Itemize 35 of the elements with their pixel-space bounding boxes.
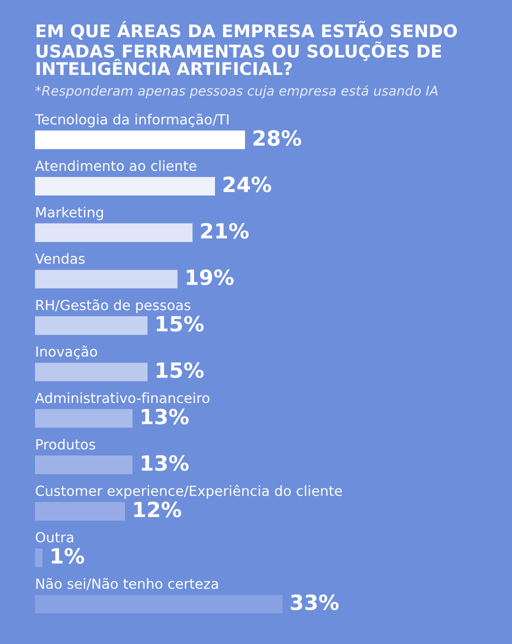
bar <box>35 270 178 288</box>
bar <box>35 409 132 428</box>
y-tick-label: Inovação <box>36 346 98 360</box>
data-label: 12% <box>134 502 182 518</box>
y-tick-label: Marketing <box>36 206 103 220</box>
y-tick-label: Produtos <box>36 438 96 450</box>
data-label: 15% <box>156 316 204 332</box>
data-label: 19% <box>186 269 234 286</box>
bar <box>35 223 192 242</box>
data-label: 21% <box>201 222 249 239</box>
y-tick-label: Outra <box>36 532 74 542</box>
chart-subtitle: *Responderam apenas pessoas cuja empresa está usando IA <box>35 85 438 98</box>
data-label: 13% <box>142 455 189 471</box>
y-tick-label: RH/Gestão de pessoas <box>36 299 190 314</box>
y-tick-label: Atendimento ao cliente <box>35 160 196 172</box>
bar <box>35 456 132 474</box>
y-tick-label: Não sei/Não tenho certeza <box>36 578 218 590</box>
bar <box>35 362 148 382</box>
y-tick-label: Customer experience/Experiência do cliente <box>36 484 342 499</box>
data-label: 1% <box>52 548 84 564</box>
chart-title: EM QUE ÁREAS DA EMPRESA ESTÃO SENDO USADAS FERRAMENTAS OU SOLUÇÕES DE INTELIGÊNCIA ARTIFICIAL? <box>36 20 457 76</box>
y-tick-label: Vendas <box>35 253 85 264</box>
bar <box>35 594 282 614</box>
bar <box>35 548 42 567</box>
data-label: 24% <box>224 176 272 192</box>
y-tick-label: Tecnologia da informação/TI <box>34 114 228 128</box>
bar <box>35 176 215 196</box>
data-label: 33% <box>290 594 339 610</box>
bar <box>35 130 245 150</box>
data-label: 15% <box>156 362 204 378</box>
y-tick-label: Administrativo-financeiro <box>35 392 210 404</box>
data-label: 28% <box>254 130 302 146</box>
bar <box>35 502 125 521</box>
data-label: 13% <box>142 408 189 424</box>
bar <box>35 316 148 335</box>
